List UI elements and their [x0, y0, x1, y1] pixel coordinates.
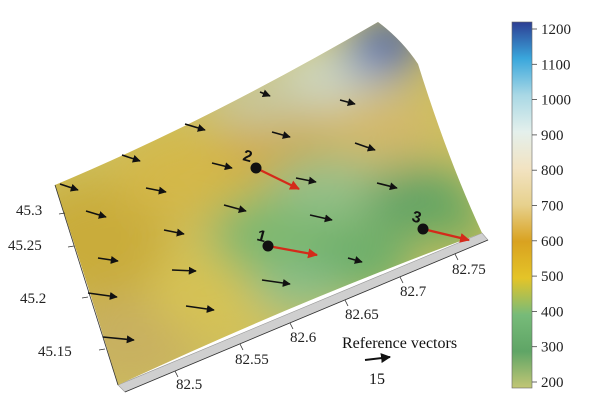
longitude-tick-label: 82.7: [400, 284, 427, 300]
wind-vector-arrow: [87, 292, 118, 300]
wind-vector-arrow: [145, 186, 167, 195]
longitude-axis-line: [124, 239, 489, 393]
site-1: 1: [255, 227, 318, 259]
colorbar-gradient: [511, 21, 533, 389]
wind-vector-arrow: [354, 142, 376, 152]
reference-title: Reference vectors: [342, 335, 457, 352]
longitude-tick-mark: [289, 322, 294, 330]
longitude-tick-label: 82.75: [452, 262, 486, 278]
latitude-tick-label: 45.2: [20, 291, 46, 307]
wind-vector-arrow: [185, 305, 215, 313]
colorbar-tick-label: 500: [541, 269, 564, 285]
site-vector-arrow: [267, 244, 318, 259]
wind-vector-arrow: [163, 228, 185, 237]
wind-vector-arrow: [211, 162, 233, 171]
colorbar-ticks: 200 300 400 500 600 700 800 900 1000 1100 1200: [532, 22, 571, 391]
longitude-tick-label: 82.6: [290, 330, 317, 346]
wind-vector-arrow: [261, 279, 291, 287]
wind-vector-arrow: [271, 131, 291, 139]
colorbar-tick-label: 1200: [541, 22, 571, 38]
longitude-tick-mark: [344, 299, 349, 307]
colorbar-tick-label: 1000: [541, 93, 571, 109]
colorbar-tick-label: 400: [541, 304, 564, 320]
site-vector-arrow: [422, 227, 470, 243]
colorbar-tick-label: 1100: [541, 57, 570, 73]
colorbar-tick-label: 200: [541, 375, 564, 391]
wind-vector-arrow: [259, 89, 271, 98]
observation-sites: 1 2 3: [241, 147, 470, 259]
longitude-tick-mark: [239, 343, 244, 351]
wind-vector-arrow: [121, 154, 141, 163]
site-vector-arrow: [255, 167, 300, 190]
wind-vector-arrow: [347, 256, 363, 264]
site-2: 2: [241, 147, 300, 190]
site-marker: [417, 223, 429, 235]
latitude-axis-line: [54, 184, 119, 386]
wind-vector-arrow: [184, 123, 206, 132]
latitude-tick-mark: [81, 296, 89, 299]
wind-vector-arrow: [309, 214, 333, 223]
wind-vector-arrow: [223, 204, 247, 213]
latitude-ticks: 45.3 45.25 45.2 45.15: [8, 203, 106, 360]
site-3: 3: [410, 208, 470, 243]
wind-vector-arrow: [295, 176, 317, 185]
wind-vector-arrow: [97, 255, 119, 264]
site-marker: [262, 240, 274, 252]
colorbar: 200 300 400 500 600 700 800 900 1000 1100 1200: [511, 21, 571, 391]
colorbar-tick-label: 800: [541, 163, 564, 179]
longitude-ticks: 82.5 82.55 82.6 82.65 82.7 82.75: [174, 253, 486, 393]
longitude-tick-mark: [174, 370, 179, 378]
colorbar-tick-label: 900: [541, 128, 564, 144]
colorbar-tick-label: 700: [541, 199, 564, 215]
wind-vector-arrow: [171, 266, 197, 275]
wind-vector-arrow: [339, 98, 356, 107]
longitude-tick-mark: [454, 253, 459, 261]
latitude-tick-label: 45.15: [38, 344, 72, 360]
reference-vector-legend: Reference vectors 15: [342, 335, 457, 388]
reference-arrow: [364, 353, 391, 364]
wind-vector-field: [59, 89, 398, 344]
latitude-tick-label: 45.3: [16, 203, 42, 219]
colorbar-tick-label: 300: [541, 340, 564, 356]
wind-vector-arrow: [376, 182, 398, 191]
longitude-tick-mark: [399, 276, 404, 284]
latitude-tick-label: 45.25: [8, 238, 42, 254]
site-label: 1: [255, 227, 268, 246]
site-label: 2: [241, 147, 254, 166]
latitude-tick-mark: [67, 245, 75, 248]
longitude-tick-label: 82.65: [345, 307, 379, 323]
reference-value: 15: [369, 371, 385, 388]
colorbar-tick-label: 600: [541, 234, 564, 250]
longitude-tick-label: 82.55: [235, 352, 269, 368]
wind-vector-arrow: [102, 335, 135, 344]
latitude-tick-mark: [58, 212, 66, 215]
wind-vector-arrow: [59, 183, 79, 192]
site-label: 3: [410, 208, 423, 227]
latitude-tick-mark: [98, 348, 106, 351]
wind-vector-arrow: [85, 210, 107, 219]
longitude-tick-label: 82.5: [176, 377, 202, 393]
site-marker: [250, 162, 262, 174]
